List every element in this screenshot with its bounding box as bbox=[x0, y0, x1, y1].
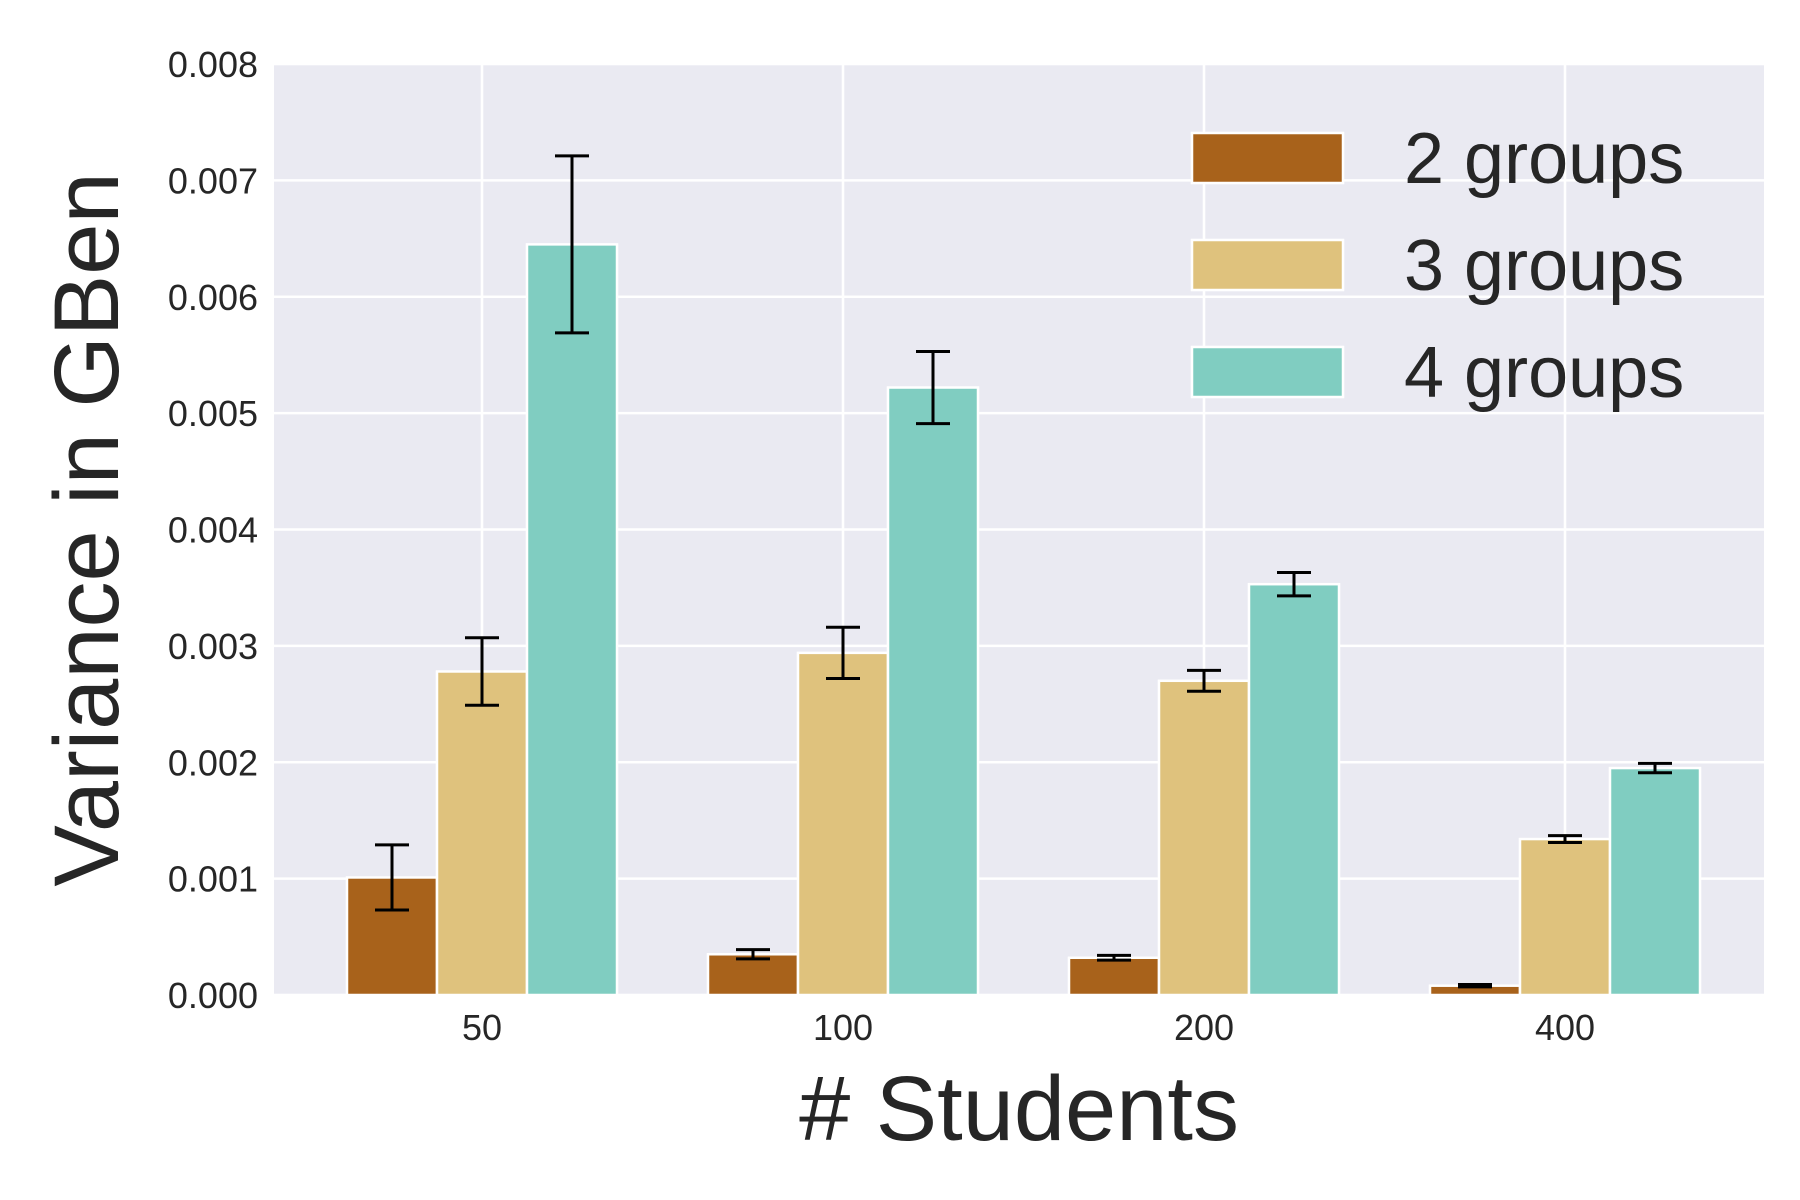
bar-4-groups-400 bbox=[1608, 766, 1702, 997]
bar-4-groups-50 bbox=[525, 243, 619, 997]
y-tick-label: 0.004 bbox=[168, 510, 258, 551]
x-tick-label: 100 bbox=[813, 1007, 873, 1048]
error-bar bbox=[1187, 668, 1221, 693]
bar-3-groups-200 bbox=[1157, 679, 1251, 997]
y-tick-label: 0.001 bbox=[168, 859, 258, 900]
legend-item: 3 groups bbox=[1190, 226, 1684, 306]
y-tick-label: 0.000 bbox=[168, 975, 258, 1016]
y-axis-label: Variance in GBen bbox=[36, 172, 138, 886]
bar-3-groups-400 bbox=[1518, 837, 1612, 997]
x-axis-label: # Students bbox=[799, 1058, 1239, 1160]
error-bar bbox=[916, 349, 950, 426]
x-tick-label: 50 bbox=[462, 1007, 502, 1048]
x-tick-labels: 50 100 200 400 bbox=[462, 1007, 1595, 1048]
error-bar bbox=[1638, 761, 1672, 775]
error-bar bbox=[375, 843, 409, 912]
y-tick-labels: 0.000 0.001 0.002 0.003 0.004 0.005 0.006 0.007… bbox=[168, 44, 258, 1016]
error-bars bbox=[375, 154, 1672, 989]
legend: 2 groups 3 groups 4 groups bbox=[1190, 119, 1684, 413]
y-tick-label: 0.008 bbox=[168, 44, 258, 85]
error-bar bbox=[826, 625, 860, 680]
error-bar bbox=[1277, 571, 1311, 598]
x-tick-label: 400 bbox=[1535, 1007, 1595, 1048]
error-bar bbox=[1548, 834, 1582, 845]
error-bar bbox=[555, 154, 589, 335]
bar-2-groups-200 bbox=[1067, 956, 1161, 997]
legend-label: 2 groups bbox=[1404, 119, 1684, 199]
bar-4-groups-100 bbox=[886, 386, 980, 997]
legend-item: 2 groups bbox=[1190, 119, 1684, 199]
y-tick-label: 0.003 bbox=[168, 626, 258, 667]
legend-item: 4 groups bbox=[1190, 333, 1684, 413]
error-bar bbox=[1458, 983, 1492, 989]
bar-3-groups-50 bbox=[435, 670, 529, 997]
legend-label: 4 groups bbox=[1404, 333, 1684, 413]
bar-2-groups-50 bbox=[345, 876, 439, 997]
error-bar bbox=[1097, 953, 1131, 962]
error-bar bbox=[465, 636, 499, 707]
x-tick-label: 200 bbox=[1174, 1007, 1234, 1048]
y-tick-label: 0.006 bbox=[168, 277, 258, 318]
bar-4-groups-200 bbox=[1247, 582, 1341, 997]
legend-swatch bbox=[1190, 238, 1345, 292]
y-tick-label: 0.005 bbox=[168, 393, 258, 434]
error-bar bbox=[736, 948, 770, 961]
legend-label: 3 groups bbox=[1404, 226, 1684, 306]
legend-swatch bbox=[1190, 131, 1345, 185]
y-tick-label: 0.007 bbox=[168, 160, 258, 201]
legend-swatch bbox=[1190, 345, 1345, 399]
bar-3-groups-100 bbox=[796, 651, 890, 997]
y-tick-label: 0.002 bbox=[168, 742, 258, 783]
